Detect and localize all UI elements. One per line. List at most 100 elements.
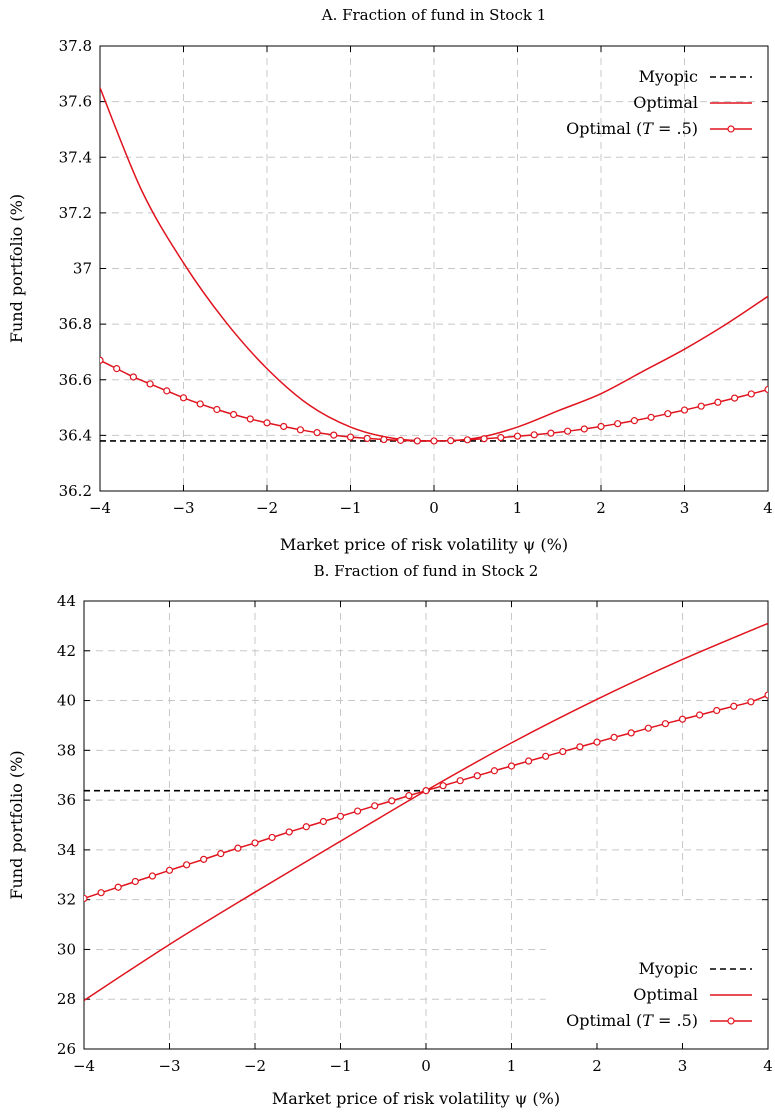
data-point (230, 410, 238, 419)
data-point (179, 394, 188, 402)
legend-label-suffix: = .5) (653, 1011, 698, 1030)
data-point (530, 431, 538, 439)
legend-label-variable: T (642, 1011, 654, 1030)
data-point (234, 844, 242, 852)
data-point (661, 720, 670, 728)
y-tick-label: 38 (57, 741, 76, 759)
x-tick-label: 2 (592, 1057, 602, 1075)
data-point (614, 420, 622, 428)
x-tick-label: 1 (507, 1057, 517, 1075)
y-tick-label: 40 (57, 692, 76, 710)
x-tick-label: 4 (763, 499, 773, 517)
legend-label: Optimal (T = .5) (566, 1011, 698, 1030)
legend-label: Myopic (639, 67, 698, 86)
plot-frame (83, 600, 769, 1050)
data-point (730, 702, 738, 710)
data-point (336, 812, 345, 820)
data-point (97, 889, 105, 897)
data-point (354, 807, 362, 815)
data-point (148, 872, 156, 880)
y-tick-label: 36.8 (59, 315, 92, 333)
data-point (380, 435, 388, 444)
y-tick-label: 30 (57, 940, 76, 958)
x-tick-label: −3 (158, 1057, 180, 1075)
data-point (183, 861, 191, 869)
legend: Myopic Optimal Optimal (T = .5) (566, 67, 752, 138)
chart-title: A. Fraction of fund in Stock 1 (321, 6, 547, 24)
y-tick-label: 36.4 (59, 426, 92, 444)
data-point (680, 406, 689, 414)
data-point (597, 422, 605, 431)
x-tick-label: −2 (256, 499, 278, 517)
data-point (559, 747, 567, 756)
data-point (280, 422, 288, 431)
data-point (346, 433, 355, 441)
data-point (764, 385, 768, 394)
data-point (713, 706, 721, 715)
data-point (697, 402, 705, 410)
x-axis-label: Market price of risk volatility ψ (%) (272, 1089, 560, 1108)
x-tick-label: −1 (339, 499, 361, 517)
y-tick-label: 36 (57, 791, 76, 809)
chart-stock1: −4 −3 −2 −1 0 1 2 3 4 36.2 36.4 36.6 36.8 37 37.2 37.4 3… (7, 6, 773, 554)
data-point (363, 434, 371, 443)
data-point (302, 823, 310, 831)
legend-label: Optimal (T = .5) (566, 119, 698, 138)
data-point (217, 850, 225, 858)
y-tick-label: 34 (57, 841, 76, 859)
data-point (627, 729, 635, 737)
x-tick-label: 1 (513, 499, 523, 517)
data-point (563, 427, 572, 435)
y-tick-label: 44 (57, 592, 76, 610)
x-tick-label: −4 (73, 1057, 95, 1075)
y-tick-label: 28 (57, 990, 76, 1008)
data-point (547, 429, 555, 437)
data-point (100, 356, 104, 364)
x-tick-label: −2 (244, 1057, 266, 1075)
y-tick-label: 37.6 (59, 93, 92, 111)
data-point (456, 777, 464, 785)
legend-swatch-marker (727, 1017, 735, 1025)
data-point (114, 883, 122, 891)
data-point (473, 772, 481, 780)
data-point (644, 724, 652, 732)
y-tick-label: 36.6 (59, 371, 92, 389)
data-point (747, 698, 755, 706)
legend-label-suffix: = .5) (653, 119, 698, 138)
data-point (313, 428, 321, 437)
data-point (196, 400, 204, 408)
series-group (100, 87, 768, 445)
data-point (714, 398, 722, 406)
y-tick-label: 37.2 (59, 204, 92, 222)
data-point (580, 425, 588, 433)
data-point (630, 417, 639, 425)
data-point (430, 437, 438, 445)
data-point (507, 762, 516, 770)
data-point (664, 410, 672, 418)
data-point (576, 743, 584, 751)
x-tick-label: 3 (680, 499, 690, 517)
data-point (513, 432, 522, 440)
data-point (371, 802, 379, 810)
data-point (163, 387, 171, 395)
y-tick-label: 42 (57, 642, 76, 660)
x-tick-label: −1 (329, 1057, 351, 1075)
legend: Myopic Optimal Optimal (T = .5) (566, 959, 752, 1030)
data-point (388, 797, 396, 805)
y-tick-label: 32 (57, 891, 76, 909)
legend-label-prefix: Optimal ( (566, 1011, 642, 1030)
x-axis-label: Market price of risk volatility ψ (%) (280, 535, 568, 554)
data-point (131, 877, 139, 886)
legend-label-prefix: Optimal ( (566, 119, 642, 138)
data-point (296, 426, 304, 434)
data-point (319, 817, 327, 826)
legend-label: Optimal (633, 93, 698, 112)
y-tick-label: 36.2 (59, 482, 92, 500)
data-point (764, 691, 768, 699)
data-point (129, 373, 137, 381)
data-point (268, 833, 276, 842)
data-point (113, 365, 121, 373)
data-point (405, 792, 413, 800)
